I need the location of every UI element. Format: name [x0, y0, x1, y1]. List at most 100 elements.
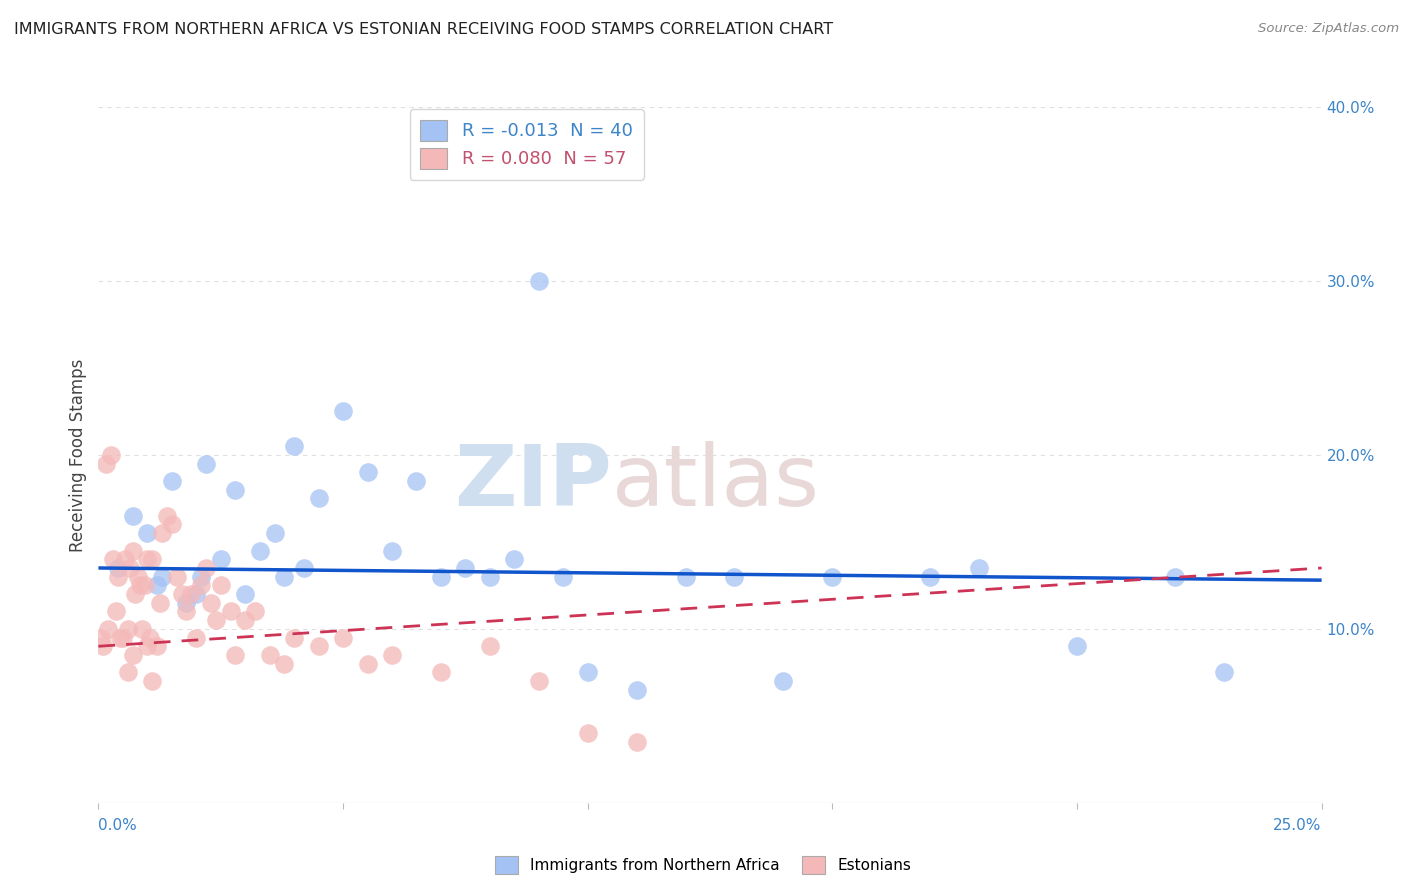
- Point: [381, 543, 404, 558]
- Point: [136, 526, 159, 541]
- Point: [94, 457, 117, 471]
- Point: [243, 605, 266, 619]
- Point: [1164, 570, 1187, 584]
- Point: [209, 578, 232, 592]
- Point: [190, 578, 212, 592]
- Point: [503, 552, 526, 566]
- Text: Source: ZipAtlas.com: Source: ZipAtlas.com: [1258, 22, 1399, 36]
- Point: [114, 552, 136, 566]
- Point: [224, 648, 246, 662]
- Point: [141, 674, 163, 689]
- Point: [283, 439, 305, 453]
- Point: [176, 605, 198, 619]
- Point: [233, 613, 256, 627]
- Point: [91, 639, 114, 653]
- Point: [527, 674, 550, 689]
- Point: [219, 605, 242, 619]
- Point: [273, 657, 295, 671]
- Point: [104, 605, 127, 619]
- Y-axis label: Receiving Food Stamps: Receiving Food Stamps: [69, 359, 87, 551]
- Point: [553, 570, 575, 584]
- Point: [249, 543, 271, 558]
- Point: [205, 613, 228, 627]
- Point: [150, 526, 173, 541]
- Text: 25.0%: 25.0%: [1274, 818, 1322, 832]
- Point: [478, 570, 501, 584]
- Point: [186, 587, 208, 601]
- Point: [160, 474, 183, 488]
- Point: [97, 622, 120, 636]
- Point: [134, 578, 156, 592]
- Legend: R = -0.013  N = 40, R = 0.080  N = 57: R = -0.013 N = 40, R = 0.080 N = 57: [409, 109, 644, 179]
- Point: [121, 543, 143, 558]
- Point: [356, 466, 378, 480]
- Point: [626, 735, 648, 749]
- Point: [430, 665, 453, 680]
- Point: [160, 517, 183, 532]
- Point: [146, 639, 169, 653]
- Point: [100, 448, 122, 462]
- Point: [141, 552, 163, 566]
- Point: [430, 570, 453, 584]
- Point: [454, 561, 477, 575]
- Point: [120, 561, 142, 575]
- Point: [131, 622, 153, 636]
- Point: [111, 631, 134, 645]
- Point: [478, 639, 501, 653]
- Point: [121, 648, 143, 662]
- Point: [121, 508, 143, 523]
- Point: [1212, 665, 1234, 680]
- Point: [110, 631, 132, 645]
- Point: [107, 561, 129, 575]
- Point: [195, 457, 218, 471]
- Point: [129, 578, 152, 592]
- Text: atlas: atlas: [612, 442, 820, 524]
- Point: [190, 570, 212, 584]
- Point: [127, 570, 149, 584]
- Point: [576, 726, 599, 740]
- Point: [273, 570, 295, 584]
- Point: [200, 596, 222, 610]
- Point: [150, 570, 173, 584]
- Point: [967, 561, 990, 575]
- Text: ZIP: ZIP: [454, 442, 612, 524]
- Text: 0.0%: 0.0%: [98, 818, 138, 832]
- Point: [124, 587, 146, 601]
- Point: [1066, 639, 1088, 653]
- Point: [233, 587, 256, 601]
- Point: [308, 639, 330, 653]
- Point: [166, 570, 188, 584]
- Point: [117, 622, 139, 636]
- Text: IMMIGRANTS FROM NORTHERN AFRICA VS ESTONIAN RECEIVING FOOD STAMPS CORRELATION CH: IMMIGRANTS FROM NORTHERN AFRICA VS ESTON…: [14, 22, 834, 37]
- Point: [356, 657, 378, 671]
- Point: [292, 561, 315, 575]
- Point: [308, 491, 330, 506]
- Point: [146, 578, 169, 592]
- Point: [90, 631, 112, 645]
- Point: [405, 474, 427, 488]
- Point: [186, 631, 208, 645]
- Point: [675, 570, 697, 584]
- Point: [723, 570, 745, 584]
- Point: [209, 552, 232, 566]
- Point: [381, 648, 404, 662]
- Point: [576, 665, 599, 680]
- Point: [283, 631, 305, 645]
- Point: [332, 404, 354, 418]
- Point: [117, 665, 139, 680]
- Point: [107, 570, 129, 584]
- Point: [259, 648, 281, 662]
- Point: [772, 674, 794, 689]
- Point: [920, 570, 942, 584]
- Point: [149, 596, 172, 610]
- Point: [527, 274, 550, 288]
- Point: [626, 682, 648, 697]
- Point: [821, 570, 844, 584]
- Point: [224, 483, 246, 497]
- Point: [263, 526, 285, 541]
- Point: [101, 552, 124, 566]
- Point: [136, 639, 159, 653]
- Legend: Immigrants from Northern Africa, Estonians: Immigrants from Northern Africa, Estonia…: [488, 850, 918, 880]
- Point: [156, 508, 179, 523]
- Point: [332, 631, 354, 645]
